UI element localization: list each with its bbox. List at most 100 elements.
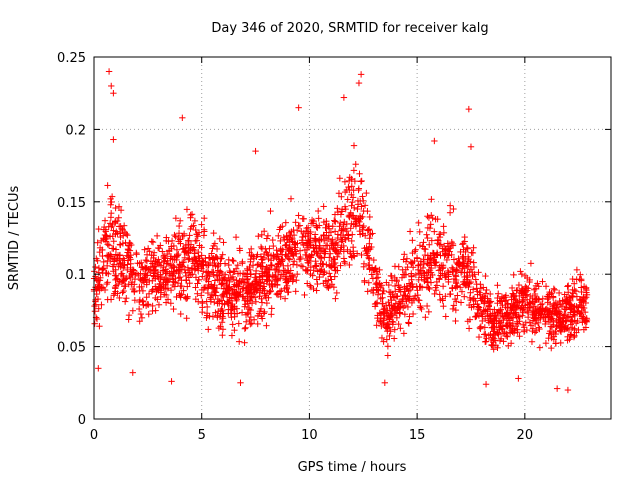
data-point (323, 220, 330, 228)
data-point (101, 231, 109, 239)
data-point (236, 247, 244, 254)
data-point (300, 215, 307, 223)
data-point (341, 188, 349, 196)
data-point (456, 284, 464, 291)
data-point (408, 276, 415, 283)
data-point (326, 270, 333, 277)
data-point (140, 279, 148, 286)
data-point (377, 283, 384, 291)
data-point (125, 311, 133, 319)
data-point (203, 303, 211, 311)
data-point (104, 241, 111, 248)
data-point (467, 258, 474, 265)
data-point (94, 285, 102, 292)
data-point (431, 290, 438, 298)
data-point (463, 272, 471, 280)
data-point (450, 275, 458, 283)
data-point (316, 267, 324, 274)
data-point (287, 195, 295, 202)
data-point (358, 251, 365, 259)
data-point (416, 228, 423, 236)
data-point (346, 213, 353, 221)
data-point (267, 262, 275, 269)
data-point (422, 314, 429, 321)
data-point (287, 275, 294, 282)
data-point (520, 304, 528, 311)
data-point (283, 284, 290, 291)
data-point (279, 223, 286, 230)
data-point (337, 236, 345, 244)
data-point (476, 306, 484, 314)
data-point (370, 289, 377, 297)
data-point (420, 239, 427, 246)
data-point (259, 315, 266, 322)
data-point (154, 244, 162, 252)
data-point (228, 332, 236, 339)
data-point (334, 267, 341, 274)
data-point (177, 294, 184, 301)
data-point (108, 82, 115, 90)
data-point (247, 255, 254, 263)
data-point (464, 245, 471, 252)
data-point (557, 301, 564, 308)
data-point (172, 215, 180, 222)
data-point (219, 280, 226, 287)
data-point (145, 301, 152, 308)
data-point (316, 254, 324, 261)
data-point (571, 317, 578, 324)
data-point (572, 319, 580, 327)
data-point (247, 271, 255, 278)
data-point (514, 326, 521, 333)
data-point (383, 279, 390, 286)
data-point (423, 302, 431, 310)
data-point (136, 260, 143, 267)
data-point (143, 257, 151, 265)
data-point (280, 234, 287, 241)
data-point (116, 241, 124, 248)
data-point (188, 211, 196, 218)
data-point (461, 264, 468, 272)
data-point (479, 317, 486, 325)
data-point (187, 214, 194, 221)
data-point (399, 266, 406, 274)
data-point (434, 215, 441, 223)
data-point (436, 276, 443, 283)
data-point (423, 231, 430, 238)
data-point (171, 253, 178, 261)
data-point (397, 303, 404, 310)
data-point (400, 330, 408, 337)
data-point (112, 276, 119, 284)
data-point (526, 276, 533, 284)
data-point (254, 261, 262, 268)
data-point (92, 263, 99, 271)
data-point (386, 315, 393, 323)
data-point (429, 271, 436, 279)
data-point (561, 310, 569, 318)
data-point (566, 301, 573, 308)
data-point (421, 251, 429, 259)
data-point (95, 305, 102, 312)
data-point (564, 386, 572, 394)
data-point (324, 277, 332, 284)
data-point (172, 233, 179, 240)
data-point (270, 242, 277, 250)
data-point (569, 275, 576, 283)
x-tick-label: 15 (409, 428, 426, 443)
data-point (499, 330, 507, 337)
data-point (109, 255, 117, 262)
data-point (188, 223, 195, 230)
data-point (577, 301, 584, 309)
data-point (104, 182, 111, 189)
data-point (241, 339, 248, 346)
data-point (178, 291, 185, 298)
data-point (318, 247, 326, 255)
data-point (401, 311, 409, 318)
data-point (431, 137, 438, 145)
data-point (296, 247, 304, 254)
data-point (395, 320, 402, 328)
data-point (396, 300, 403, 308)
data-point (338, 193, 345, 200)
data-point (411, 257, 418, 265)
data-point (100, 264, 107, 272)
data-point (489, 342, 496, 349)
